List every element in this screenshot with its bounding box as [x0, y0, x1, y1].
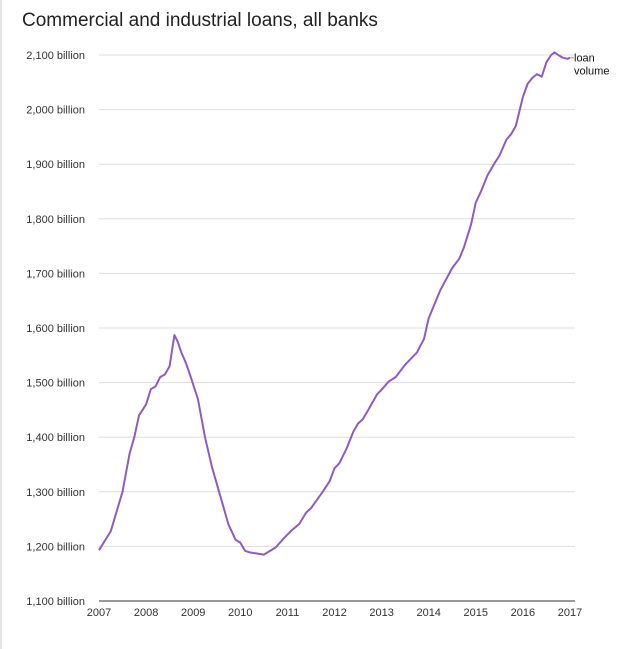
gridlines — [99, 54, 575, 602]
y-axis-labels: 1,100 billion 1,200 billion 1,300 billion 1… — [26, 50, 85, 608]
x-axis-labels: 2007 2008 2009 2010 2011 2012 2013 2014 2015 2016… — [87, 607, 582, 619]
series-labels: loan volume — [570, 53, 609, 78]
x-tick-label: 2008 — [134, 607, 158, 619]
series-label: loan volume — [574, 53, 609, 78]
x-tick-label: 2014 — [416, 607, 440, 619]
series-line-loan-volume — [98, 51, 571, 556]
x-tick-label: 2007 — [87, 607, 111, 619]
x-tick-label: 2013 — [369, 607, 393, 619]
y-tick-label: 2,000 billion — [26, 105, 85, 117]
series-lines — [98, 51, 571, 556]
x-tick-label: 2015 — [464, 607, 488, 619]
y-tick-label: 1,800 billion — [26, 214, 85, 226]
y-tick-label: 1,200 billion — [26, 541, 85, 553]
y-tick-label: 1,300 billion — [26, 487, 85, 499]
x-tick-label: 2016 — [511, 607, 535, 619]
y-tick-label: 2,100 billion — [26, 50, 85, 62]
y-tick-label: 1,100 billion — [26, 596, 85, 608]
y-tick-label: 1,600 billion — [26, 323, 85, 335]
left-border — [0, 0, 2, 649]
x-tick-label: 2010 — [228, 607, 252, 619]
x-tick-label: 2011 — [276, 607, 300, 619]
x-tick-label: 2012 — [322, 607, 346, 619]
y-tick-label: 1,700 billion — [26, 268, 85, 280]
x-tick-label: 2009 — [181, 607, 205, 619]
x-tick-label: 2017 — [558, 607, 582, 619]
chart-title: Commercial and industrial loans, all ban… — [22, 10, 378, 31]
y-tick-label: 1,500 billion — [26, 378, 85, 390]
y-tick-label: 1,400 billion — [26, 432, 85, 444]
y-tick-label: 1,900 billion — [26, 159, 85, 171]
